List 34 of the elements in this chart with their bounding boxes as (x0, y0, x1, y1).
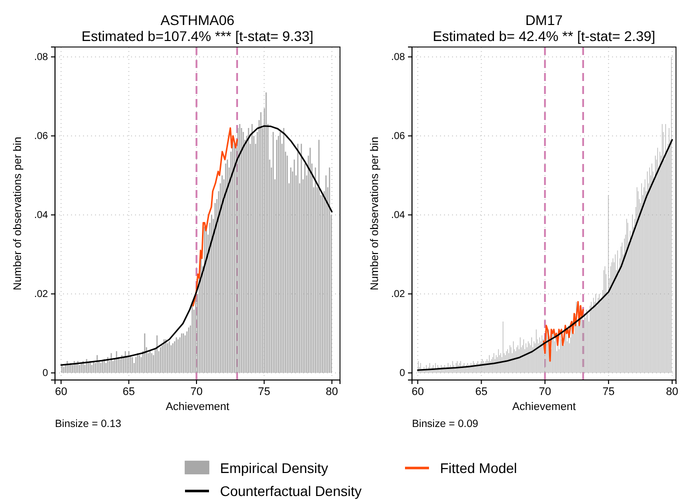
chart-subtitle: Estimated b=107.4% *** [t-stat= 9.33] (82, 28, 314, 44)
line-series (192, 127, 238, 306)
y-tick-label: .04 (391, 210, 406, 222)
chart-subtitle: Estimated b= 42.4% ** [t-stat= 2.39] (432, 28, 656, 44)
x-tick-label: 80 (666, 386, 678, 398)
text: Binsize = 0.13 (55, 418, 122, 430)
x-axis-title: Achievement (166, 401, 230, 413)
legend-label: Empirical Density (220, 460, 328, 476)
y-tick-label: .06 (391, 131, 406, 142)
x-tick-label: 65 (475, 386, 488, 398)
x-tick-label: 60 (412, 386, 424, 398)
y-tick-label: .06 (34, 131, 48, 142)
text: Binsize = 0.09 (412, 418, 478, 430)
x-tick-label: 80 (326, 386, 338, 398)
y-axis-title: Number of observations per bin (369, 136, 381, 290)
x-tick-label: 70 (190, 386, 203, 398)
y-tick-label: .02 (391, 289, 406, 300)
x-tick-label: 70 (538, 386, 552, 398)
y-axis-title: Number of observations per bin (12, 136, 24, 290)
chart-title: DM17 (525, 12, 563, 28)
x-tick-label: 75 (602, 386, 615, 398)
chart-title: ASTHMA06 (160, 12, 235, 28)
x-tick-label: 65 (122, 386, 135, 398)
legend-label: Fitted Model (440, 460, 518, 476)
y-tick-label: 0 (399, 368, 406, 380)
legend-label: Counterfactual Density (220, 483, 362, 499)
y-tick-label: .08 (391, 52, 406, 64)
x-axis-title: Achievement (512, 401, 576, 413)
y-tick-label: .08 (34, 52, 48, 64)
x-tick-label: 75 (258, 386, 270, 398)
y-tick-label: 0 (42, 368, 48, 380)
y-tick-label: .02 (34, 289, 48, 300)
y-tick-label: .04 (34, 210, 48, 222)
x-tick-label: 60 (54, 386, 68, 398)
